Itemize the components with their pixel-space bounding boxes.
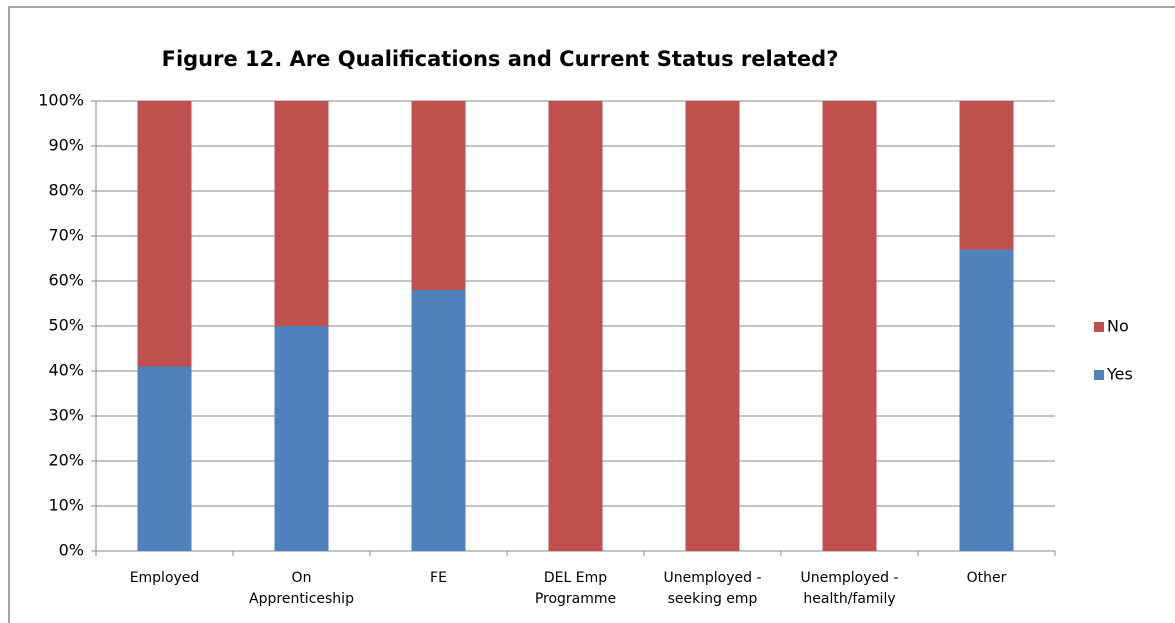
bar-segment — [274, 101, 329, 326]
y-tick-label: 30% — [48, 406, 84, 425]
legend-swatch — [1094, 322, 1104, 332]
legend-label: Yes — [1106, 365, 1133, 384]
bar-segment — [959, 101, 1014, 250]
bar-segment — [822, 101, 877, 551]
y-tick-label: 40% — [48, 361, 84, 380]
x-tick-label: On Apprenticeship — [249, 570, 354, 607]
bar-segment — [548, 101, 603, 551]
bar-segment — [411, 290, 466, 551]
y-tick-label: 80% — [48, 181, 84, 200]
x-tick-label: Other — [966, 570, 1007, 586]
y-tick-label: 60% — [48, 271, 84, 290]
y-tick-label: 20% — [48, 451, 84, 470]
y-tick-label: 50% — [48, 316, 84, 335]
y-tick-label: 90% — [48, 136, 84, 155]
bar-segment — [137, 366, 192, 551]
y-tick-label: 0% — [59, 541, 84, 560]
bar-segment — [685, 101, 740, 551]
y-tick-label: 10% — [48, 496, 84, 515]
bar-segment — [274, 326, 329, 551]
x-tick-label: DEL Emp Programme — [534, 570, 617, 607]
bar-segment — [959, 249, 1014, 551]
y-tick-label: 70% — [48, 226, 84, 245]
chart-title: Figure 12. Are Qualifications and Curren… — [162, 47, 839, 71]
x-tick-label: Employed — [129, 570, 200, 586]
y-tick-label: 100% — [38, 91, 84, 110]
bar-segment — [137, 101, 192, 367]
legend-swatch — [1094, 370, 1104, 380]
x-tick-label: Unemployed - health/family — [800, 570, 899, 607]
legend-label: No — [1107, 317, 1129, 336]
x-tick-label: FE — [430, 570, 447, 586]
bar-segment — [411, 101, 466, 290]
x-tick-label: Unemployed - seeking emp — [663, 570, 762, 607]
